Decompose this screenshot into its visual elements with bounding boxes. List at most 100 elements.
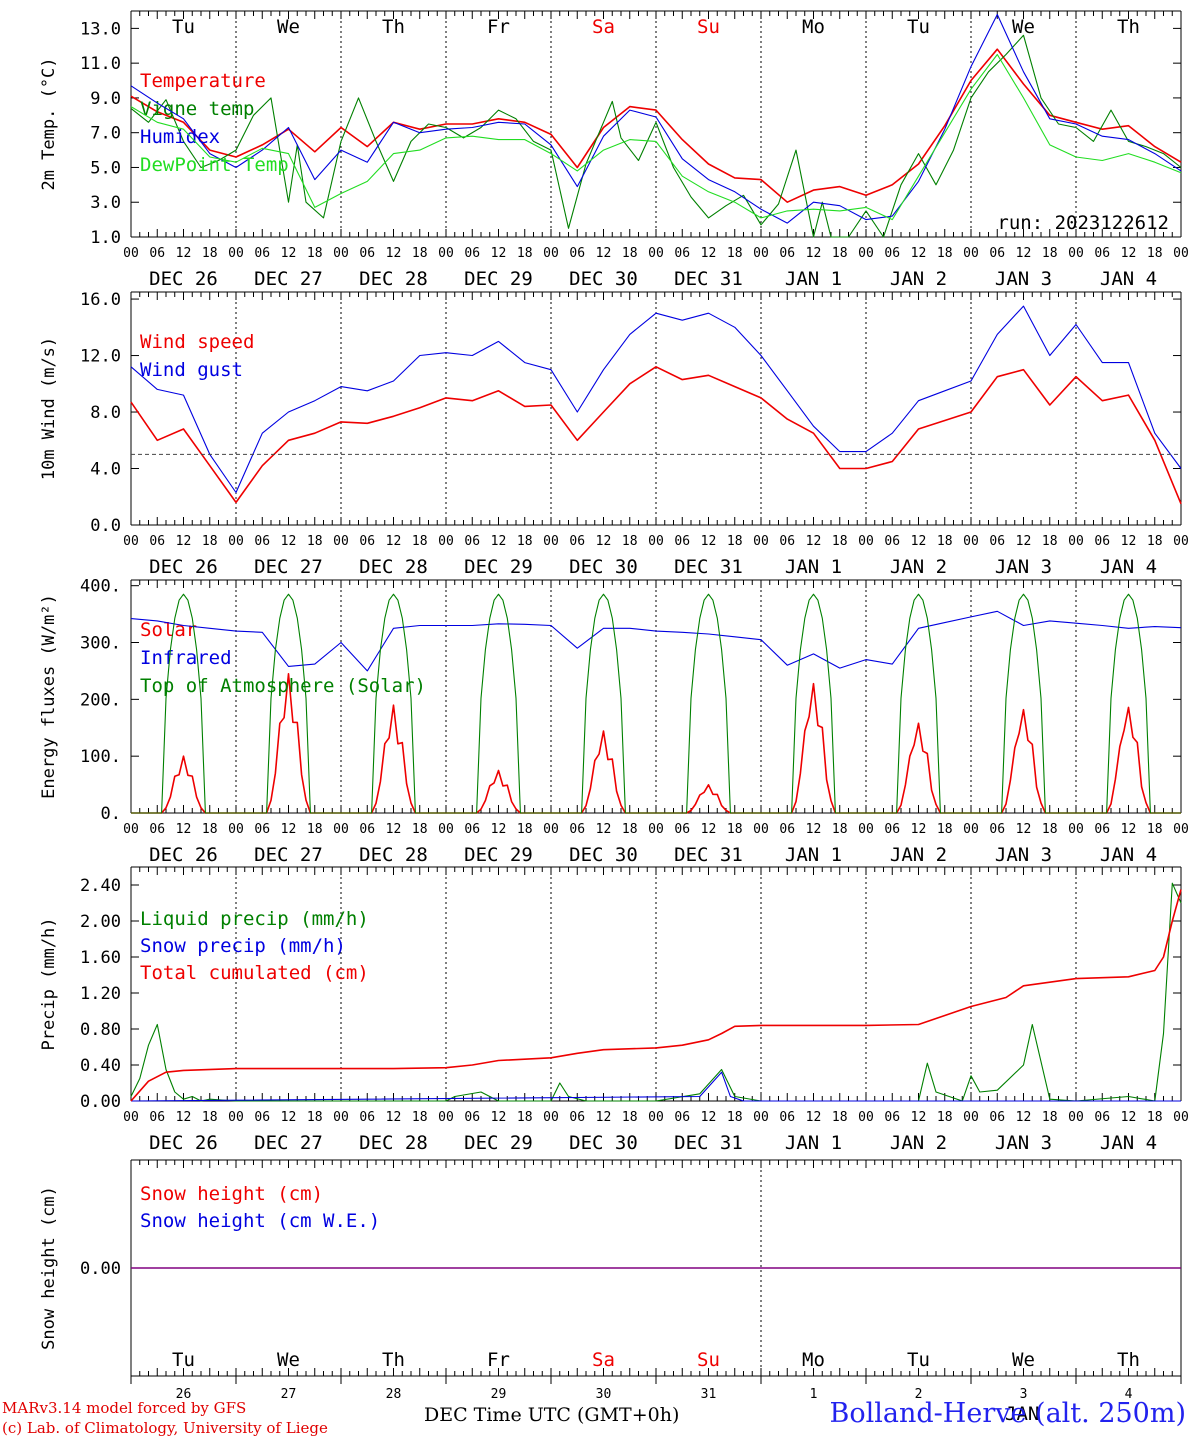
panel-3-hour-label: 12 xyxy=(386,1110,402,1125)
panel-0-date-label: JAN 3 xyxy=(995,268,1052,290)
panel-2-series-top-of-atmosphere-solar- xyxy=(131,593,1181,814)
panel-0-hour-label: 06 xyxy=(359,246,375,261)
panel-1-legend-wind-speed: Wind speed xyxy=(140,331,254,353)
panel-4-day-number: 31 xyxy=(701,1387,717,1402)
panel-0-ylabel-2m-temp-c: 2m Temp. (°C) xyxy=(39,57,59,190)
panel-0-ytick-label: 9.0 xyxy=(90,89,121,109)
panel-2-hour-label: 18 xyxy=(412,822,428,837)
panel-3-hour-label: 00 xyxy=(228,1110,244,1125)
panel-2-date-label: DEC 30 xyxy=(569,844,638,866)
panel-0-hour-label: 18 xyxy=(832,246,848,261)
panel-1-hour-label: 12 xyxy=(596,534,612,549)
panel-2-date-label: DEC 29 xyxy=(464,844,533,866)
panel-4-day-name: Th xyxy=(1117,1349,1140,1371)
panel-1-hour-label: 00 xyxy=(858,534,874,549)
panel-2-hour-label: 12 xyxy=(281,822,297,837)
panel-0-ytick-label: 1.0 xyxy=(90,228,121,248)
panel-0-series-temperature xyxy=(130,48,1182,203)
panel-3-hour-label: 18 xyxy=(1147,1110,1163,1125)
panel-3-hour-label: 06 xyxy=(569,1110,585,1125)
panel-0-day-name: Tu xyxy=(907,16,930,38)
panel-4-day-name: Mo xyxy=(802,1349,825,1371)
panel-2-hour-label: 00 xyxy=(333,822,349,837)
panel-4-day-name: Th xyxy=(382,1349,405,1371)
panel-1-hour-label: 06 xyxy=(569,534,585,549)
panel-0-hour-label: 12 xyxy=(491,246,507,261)
panel-1-hour-label: 00 xyxy=(753,534,769,549)
panel-1-hour-label: 06 xyxy=(1094,534,1110,549)
panel-3-hour-label: 18 xyxy=(937,1110,953,1125)
panel-0-hour-label: 18 xyxy=(202,246,218,261)
panel-1-ytick-label: 8.0 xyxy=(90,403,121,423)
panel-0-hour-label: 06 xyxy=(884,246,900,261)
panel-3-hour-label: 18 xyxy=(517,1110,533,1125)
panel-2-hour-label: 18 xyxy=(937,822,953,837)
panel-2-hour-label: 00 xyxy=(438,822,454,837)
panel-1-hour-label: 00 xyxy=(333,534,349,549)
panel-1-hour-label: 12 xyxy=(281,534,297,549)
panel-3-hour-label: 18 xyxy=(307,1110,323,1125)
panel-1-hour-label: 12 xyxy=(1016,534,1032,549)
panel-1-series-wind-gust xyxy=(130,305,1182,494)
panel-3-hour-label: 12 xyxy=(281,1110,297,1125)
panel-2-ytick-label: 200. xyxy=(80,690,121,710)
panel-0-hour-label: 00 xyxy=(648,246,664,261)
model-credit: MARv3.14 model forced by GFS xyxy=(2,1399,247,1417)
panel-1-hour-label: 12 xyxy=(701,534,717,549)
panel-3-date-label: JAN 1 xyxy=(785,1132,842,1154)
panel-4-day-number: 2 xyxy=(915,1387,923,1402)
panel-0-date-label: DEC 28 xyxy=(359,268,428,290)
panel-3-date-label: DEC 28 xyxy=(359,1132,428,1154)
panel-2-hour-label: 18 xyxy=(202,822,218,837)
panel-3-hour-label: 18 xyxy=(727,1110,743,1125)
panel-2-ytick-label: 400. xyxy=(80,577,121,597)
panel-2-hour-label: 18 xyxy=(832,822,848,837)
panel-1-ytick-label: 4.0 xyxy=(90,460,121,480)
panel-1-hour-label: 12 xyxy=(176,534,192,549)
panel-0-date-label: JAN 4 xyxy=(1100,268,1157,290)
panel-1-date-label: DEC 28 xyxy=(359,556,428,578)
panel-3-hour-label: 00 xyxy=(648,1110,664,1125)
panel-0-hour-label: 06 xyxy=(464,246,480,261)
panel-3-hour-label: 18 xyxy=(202,1110,218,1125)
panel-0-day-name: Su xyxy=(697,16,720,38)
panel-3-date-label: JAN 4 xyxy=(1100,1132,1157,1154)
panel-2-hour-label: 06 xyxy=(149,822,165,837)
panel-1-hour-label: 18 xyxy=(412,534,428,549)
panel-1-hour-label: 18 xyxy=(1147,534,1163,549)
panel-1-hour-label: 06 xyxy=(149,534,165,549)
panel-0-hour-label: 00 xyxy=(543,246,559,261)
panel-0-hour-label: 12 xyxy=(701,246,717,261)
panel-2-legend-infrared: Infrared xyxy=(140,647,232,669)
panel-2-hour-label: 00 xyxy=(858,822,874,837)
panel-0-hour-label: 06 xyxy=(569,246,585,261)
panel-1-hour-label: 12 xyxy=(1121,534,1137,549)
panel-3-ytick-label: 0.00 xyxy=(80,1092,121,1112)
panel-1-date-label: DEC 29 xyxy=(464,556,533,578)
panel-1-series-wind-speed xyxy=(130,365,1182,505)
panel-1-hour-label: 18 xyxy=(832,534,848,549)
panel-3-date-label: DEC 31 xyxy=(674,1132,743,1154)
panel-0-ytick-label: 7.0 xyxy=(90,124,121,144)
panel-3-hour-label: 12 xyxy=(491,1110,507,1125)
panel-2-date-label: JAN 1 xyxy=(785,844,842,866)
panel-4-day-number: 1 xyxy=(810,1387,818,1402)
panel-3-hour-label: 00 xyxy=(858,1110,874,1125)
panel-3-hour-label: 06 xyxy=(674,1110,690,1125)
panel-1-hour-label: 00 xyxy=(543,534,559,549)
panel-3-legend-liquid-precip-mm-h-: Liquid precip (mm/h) xyxy=(140,908,369,930)
panel-1-date-label: DEC 27 xyxy=(254,556,323,578)
panel-0-hour-label: 12 xyxy=(911,246,927,261)
panel-1-legend-wind-gust: Wind gust xyxy=(140,359,243,381)
panel-0-date-label: DEC 29 xyxy=(464,268,533,290)
panel-3-hour-label: 06 xyxy=(884,1110,900,1125)
panel-1-date-label: DEC 31 xyxy=(674,556,743,578)
panel-0-hour-label: 06 xyxy=(149,246,165,261)
panel-2-hour-label: 06 xyxy=(779,822,795,837)
panel-3-hour-label: 12 xyxy=(596,1110,612,1125)
panel-0-date-label: JAN 1 xyxy=(785,268,842,290)
panel-1-hour-label: 06 xyxy=(254,534,270,549)
panel-0-hour-label: 12 xyxy=(1016,246,1032,261)
panel-1-date-label: JAN 1 xyxy=(785,556,842,578)
panel-0-hour-label: 18 xyxy=(517,246,533,261)
